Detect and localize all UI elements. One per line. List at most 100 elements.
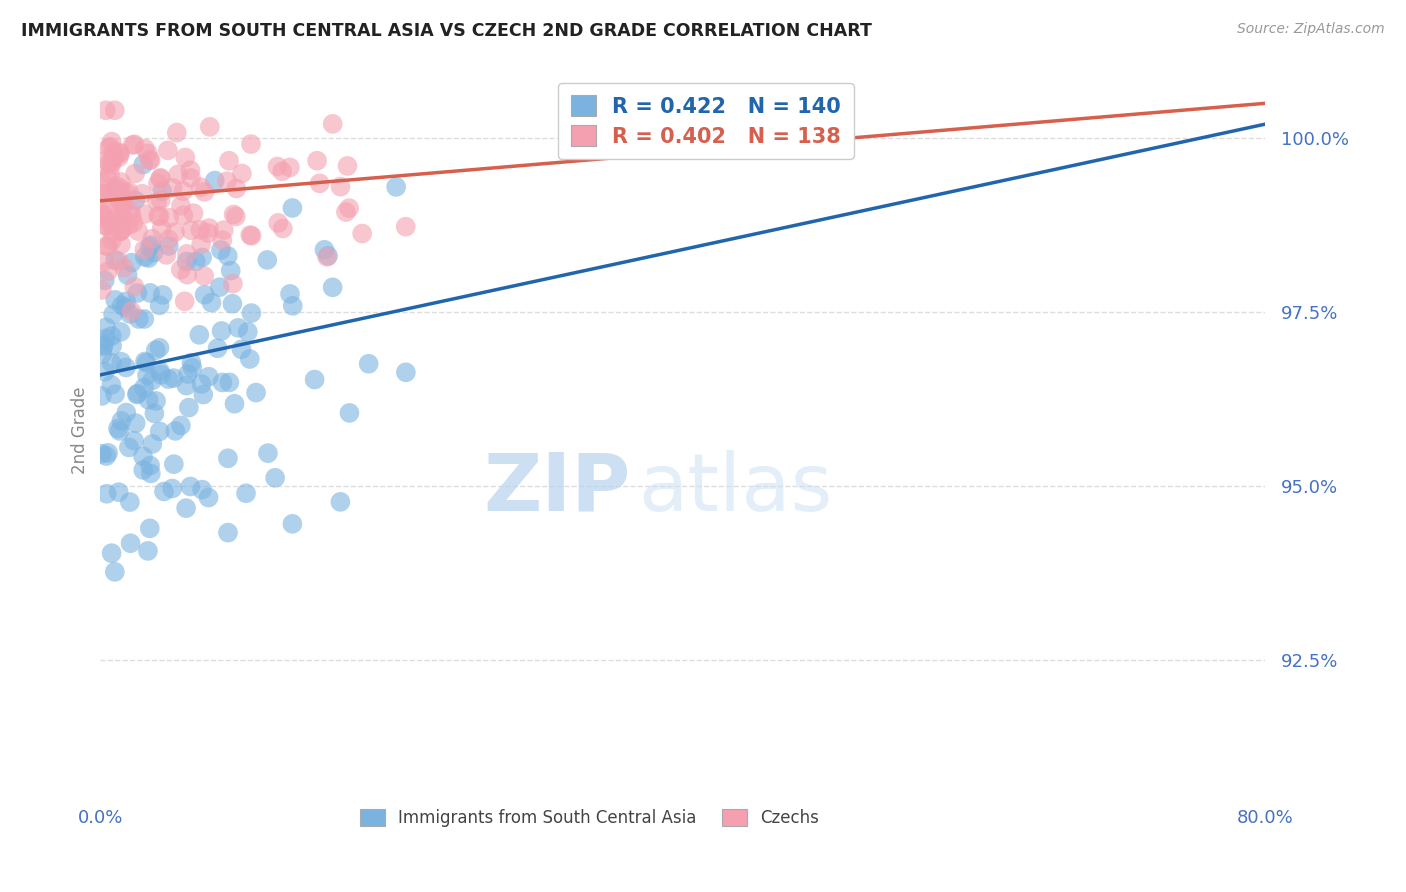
Point bbox=[145, 394, 167, 409]
Point bbox=[163, 371, 186, 385]
Point bbox=[176, 378, 198, 392]
Point bbox=[181, 360, 204, 375]
Point bbox=[218, 376, 240, 390]
Point bbox=[90, 447, 112, 461]
Point bbox=[104, 178, 127, 193]
Point bbox=[184, 254, 207, 268]
Point bbox=[307, 153, 329, 168]
Point bbox=[97, 141, 120, 155]
Point bbox=[149, 170, 172, 185]
Point bbox=[97, 446, 120, 460]
Point bbox=[100, 217, 122, 231]
Point bbox=[90, 174, 112, 188]
Point bbox=[146, 177, 169, 191]
Point bbox=[208, 280, 231, 294]
Point bbox=[94, 153, 117, 168]
Point bbox=[139, 285, 162, 300]
Text: Source: ZipAtlas.com: Source: ZipAtlas.com bbox=[1237, 22, 1385, 37]
Point bbox=[97, 264, 120, 278]
Point bbox=[110, 325, 132, 339]
Text: IMMIGRANTS FROM SOUTH CENTRAL ASIA VS CZECH 2ND GRADE CORRELATION CHART: IMMIGRANTS FROM SOUTH CENTRAL ASIA VS CZ… bbox=[21, 22, 872, 40]
Point bbox=[329, 495, 352, 509]
Point bbox=[136, 544, 159, 558]
Point bbox=[183, 206, 205, 220]
Point bbox=[337, 201, 360, 215]
Point bbox=[107, 421, 129, 435]
Point bbox=[101, 307, 124, 321]
Point bbox=[225, 210, 247, 224]
Point bbox=[134, 207, 156, 221]
Point bbox=[134, 312, 156, 326]
Point bbox=[145, 343, 167, 358]
Point bbox=[100, 139, 122, 153]
Point bbox=[221, 296, 243, 310]
Point bbox=[111, 211, 134, 225]
Point bbox=[217, 451, 239, 466]
Point bbox=[193, 387, 215, 401]
Point bbox=[267, 216, 290, 230]
Point bbox=[197, 369, 219, 384]
Point bbox=[105, 207, 128, 221]
Point bbox=[124, 279, 146, 293]
Point bbox=[226, 321, 249, 335]
Point bbox=[174, 151, 197, 165]
Point bbox=[104, 565, 127, 579]
Point bbox=[118, 307, 141, 321]
Point bbox=[107, 485, 129, 500]
Point bbox=[174, 501, 197, 516]
Point bbox=[90, 206, 112, 220]
Point bbox=[139, 153, 162, 168]
Point bbox=[91, 208, 114, 222]
Point bbox=[191, 251, 214, 265]
Point bbox=[115, 406, 138, 420]
Point bbox=[112, 260, 135, 275]
Point bbox=[177, 367, 200, 381]
Point bbox=[209, 243, 232, 257]
Point bbox=[100, 158, 122, 172]
Point bbox=[93, 273, 115, 287]
Point bbox=[115, 360, 138, 375]
Point bbox=[149, 171, 172, 186]
Point bbox=[121, 255, 143, 269]
Point bbox=[150, 221, 173, 235]
Point bbox=[94, 103, 117, 118]
Point bbox=[103, 150, 125, 164]
Point bbox=[103, 145, 125, 160]
Point bbox=[117, 218, 139, 232]
Point bbox=[108, 194, 131, 208]
Point bbox=[224, 397, 246, 411]
Text: atlas: atlas bbox=[638, 450, 832, 527]
Point bbox=[108, 224, 131, 238]
Point bbox=[98, 168, 121, 182]
Point bbox=[125, 387, 148, 401]
Point bbox=[155, 248, 177, 262]
Point bbox=[96, 170, 118, 185]
Point bbox=[278, 161, 301, 175]
Point bbox=[108, 254, 131, 268]
Point bbox=[141, 374, 163, 388]
Point bbox=[240, 228, 263, 243]
Point bbox=[111, 298, 134, 312]
Point bbox=[167, 168, 190, 182]
Point bbox=[128, 312, 150, 326]
Point bbox=[134, 142, 156, 156]
Point bbox=[156, 144, 179, 158]
Point bbox=[197, 226, 219, 240]
Point bbox=[217, 249, 239, 263]
Point bbox=[163, 225, 186, 239]
Point bbox=[132, 463, 155, 477]
Point bbox=[198, 120, 221, 134]
Point bbox=[150, 184, 173, 198]
Point bbox=[124, 137, 146, 152]
Point bbox=[240, 137, 263, 152]
Point bbox=[172, 208, 194, 222]
Point bbox=[101, 339, 124, 353]
Point bbox=[278, 287, 301, 301]
Point bbox=[190, 180, 212, 194]
Point bbox=[281, 299, 304, 313]
Point bbox=[101, 329, 124, 343]
Point bbox=[91, 186, 114, 200]
Point bbox=[157, 233, 180, 247]
Point bbox=[121, 138, 143, 153]
Point bbox=[149, 193, 172, 207]
